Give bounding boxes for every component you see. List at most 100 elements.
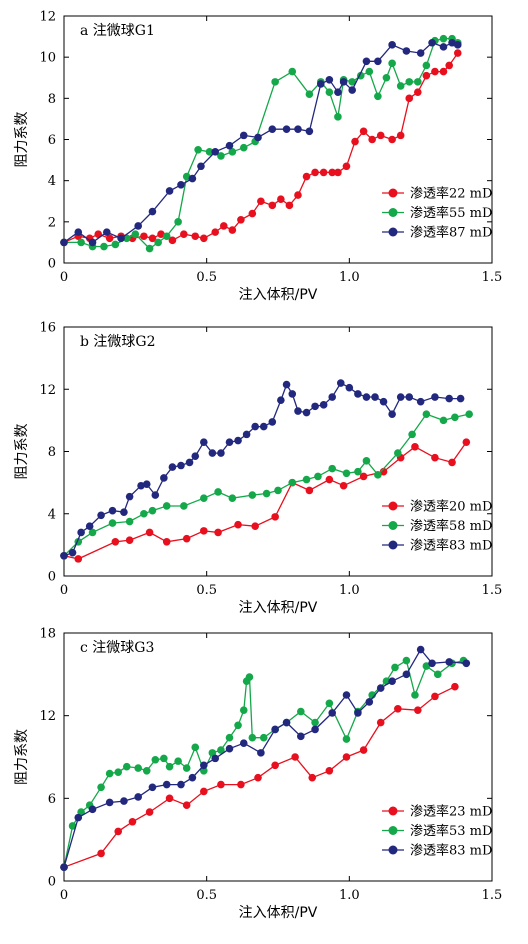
series-1 <box>60 656 468 872</box>
legend-marker <box>388 521 398 530</box>
data-point <box>431 67 439 76</box>
data-point <box>60 863 68 872</box>
data-point <box>200 787 208 796</box>
data-point <box>294 407 302 415</box>
data-point <box>325 475 334 484</box>
data-point <box>225 438 234 446</box>
data-point <box>168 463 177 471</box>
y-tick-label: 4 <box>48 174 56 189</box>
data-point <box>408 430 416 439</box>
data-point <box>314 472 322 481</box>
data-point <box>140 232 148 241</box>
data-point <box>174 757 182 765</box>
data-point <box>365 67 374 76</box>
chart-title: b 注微球G2 <box>80 334 156 350</box>
series-1 <box>60 410 473 560</box>
data-point <box>274 486 282 495</box>
data-point <box>245 673 254 681</box>
data-point <box>239 143 248 152</box>
data-point <box>359 472 368 481</box>
series-2 <box>60 379 465 560</box>
legend-label: 渗透率53 mD <box>410 823 492 839</box>
data-point <box>439 34 448 43</box>
data-point <box>237 215 245 224</box>
data-point <box>177 180 185 189</box>
data-point <box>214 488 222 496</box>
data-point <box>182 764 191 772</box>
data-point <box>259 733 268 742</box>
x-axis-label: 注入体积/PV <box>239 600 318 616</box>
x-tick-label: 0 <box>60 888 68 903</box>
data-point <box>68 822 77 830</box>
data-point <box>294 191 302 199</box>
data-point <box>282 125 291 134</box>
data-point <box>200 438 208 446</box>
data-point <box>271 761 279 770</box>
data-point <box>151 755 160 764</box>
data-point <box>248 209 257 218</box>
y-tick-label: 18 <box>39 627 56 642</box>
data-point <box>268 201 277 210</box>
data-point <box>251 522 259 530</box>
x-tick-label: 1.0 <box>339 270 360 285</box>
data-point <box>448 458 456 467</box>
data-point <box>228 494 237 502</box>
data-point <box>97 511 105 520</box>
data-point <box>362 393 371 401</box>
data-point <box>451 682 459 691</box>
legend-marker <box>388 227 398 237</box>
x-axis-label: 注入体积/PV <box>239 905 318 921</box>
data-point <box>302 408 311 417</box>
data-point <box>88 238 97 247</box>
data-point <box>205 148 214 156</box>
data-point <box>359 127 368 136</box>
data-point <box>325 88 334 96</box>
data-point <box>388 41 396 49</box>
series-0 <box>60 49 462 247</box>
data-point <box>414 88 422 96</box>
data-point <box>348 86 356 94</box>
data-point <box>188 773 197 782</box>
series-2 <box>60 38 462 247</box>
series-0 <box>60 438 471 563</box>
data-point <box>182 534 191 543</box>
data-point <box>191 232 200 241</box>
data-point <box>416 397 425 406</box>
data-point <box>239 706 248 714</box>
data-point <box>311 168 319 177</box>
data-point <box>97 783 105 792</box>
x-tick-label: 1.0 <box>339 888 360 903</box>
legend-marker <box>388 806 398 816</box>
data-point <box>319 401 328 409</box>
data-point <box>271 513 279 521</box>
data-point <box>145 528 154 537</box>
data-point <box>145 808 154 816</box>
data-point <box>162 502 171 510</box>
legend-label: 渗透率83 mD <box>410 538 492 554</box>
data-point <box>348 78 356 86</box>
series-line <box>63 382 461 557</box>
data-point <box>376 131 385 140</box>
data-point <box>165 794 174 803</box>
data-point <box>402 656 411 665</box>
data-point <box>271 78 279 86</box>
data-point <box>191 743 200 752</box>
data-point <box>433 670 442 679</box>
data-point <box>325 699 334 708</box>
x-tick-label: 0.5 <box>196 583 217 598</box>
data-point <box>168 236 177 245</box>
x-axis-label: 注入体积/PV <box>239 287 318 303</box>
x-tick-label: 1.5 <box>482 270 503 285</box>
data-point <box>328 168 337 177</box>
data-point <box>374 57 382 66</box>
data-point <box>405 393 414 401</box>
data-point <box>422 61 431 70</box>
data-point <box>453 41 462 49</box>
data-point <box>88 528 97 537</box>
data-point <box>254 773 262 782</box>
y-tick-label: 8 <box>48 92 56 107</box>
data-point <box>111 240 120 249</box>
data-point <box>388 410 396 418</box>
data-point <box>388 677 396 686</box>
data-point <box>68 548 77 557</box>
